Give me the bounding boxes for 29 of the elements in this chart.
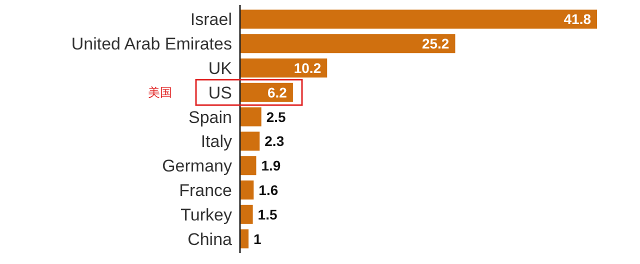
bar <box>240 156 256 176</box>
data-label: 6.2 <box>267 84 288 100</box>
text: 美国 <box>148 85 172 100</box>
bar <box>240 204 253 224</box>
y-tick-label: Germany <box>162 156 232 176</box>
data-label: 10.2 <box>294 60 322 76</box>
data-label: 2.5 <box>266 108 286 125</box>
y-tick-label: China <box>188 230 233 249</box>
bar <box>240 34 456 54</box>
y-tick-label: Israel <box>190 10 232 30</box>
data-label: 2.3 <box>264 133 284 150</box>
y-tick-label: France <box>179 181 232 200</box>
bar <box>240 107 262 126</box>
y-tick-label: Turkey <box>180 205 232 224</box>
y-tick-label: Italy <box>200 132 232 152</box>
y-tick-label: United Arab Emirates <box>71 34 232 54</box>
bar <box>240 58 328 78</box>
bar <box>240 132 260 151</box>
y-tick-label: US <box>208 83 232 102</box>
data-label: 1.6 <box>258 182 278 198</box>
data-label: 1.5 <box>258 206 278 222</box>
data-label: 1 <box>254 230 262 247</box>
data-label: 25.2 <box>422 36 450 52</box>
bar <box>240 180 254 200</box>
data-label: 41.8 <box>564 11 592 28</box>
y-tick-label: Spain <box>188 108 232 127</box>
y-tick-label: UK <box>208 59 233 78</box>
bar <box>240 10 597 29</box>
data-label: 1.9 <box>261 158 281 174</box>
